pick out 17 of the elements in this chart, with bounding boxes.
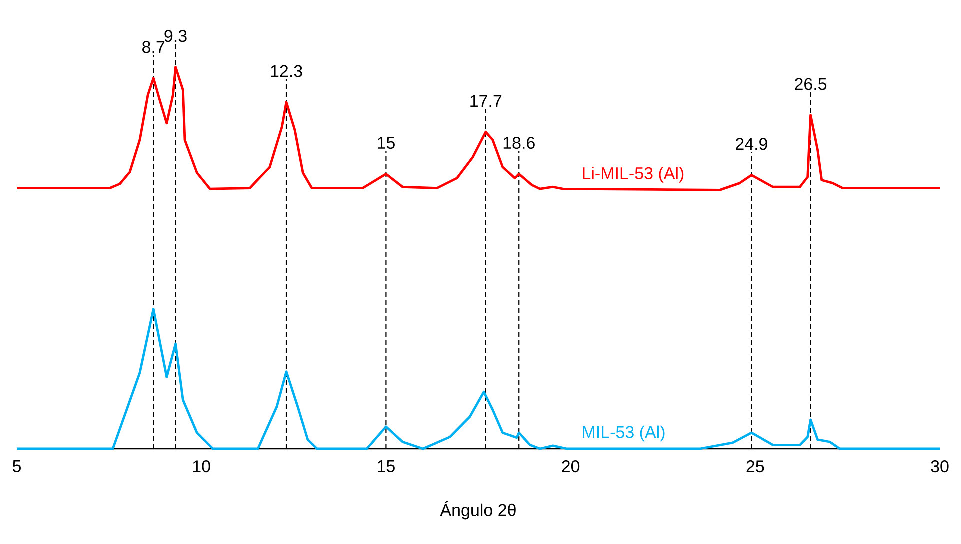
x-tick-label: 30 [931, 460, 949, 473]
ref-line-label: 18.6 [504, 137, 535, 150]
ref-line-label: 12.3 [271, 65, 302, 78]
ref-line-label: 9.3 [164, 30, 187, 42]
x-axis-title: Ángulo 2θ [440, 501, 516, 520]
ref-line-label: 26.5 [795, 78, 827, 90]
x-tick-label: 10 [193, 460, 210, 473]
ref-line-label: 17.7 [470, 95, 502, 108]
series-label: Li-MIL-53 (Al) [583, 166, 684, 183]
ref-line-label: 24.9 [736, 138, 768, 150]
ref-line-label: 8.7 [142, 41, 165, 54]
x-tick-label: 25 [746, 460, 764, 473]
series-label: MIL-53 (Al) [583, 426, 665, 442]
x-tick-label: 15 [378, 460, 395, 472]
x-tick-label: 20 [562, 460, 580, 473]
ref-line-label: 15 [378, 137, 395, 150]
x-tick-label: 5 [12, 460, 22, 472]
